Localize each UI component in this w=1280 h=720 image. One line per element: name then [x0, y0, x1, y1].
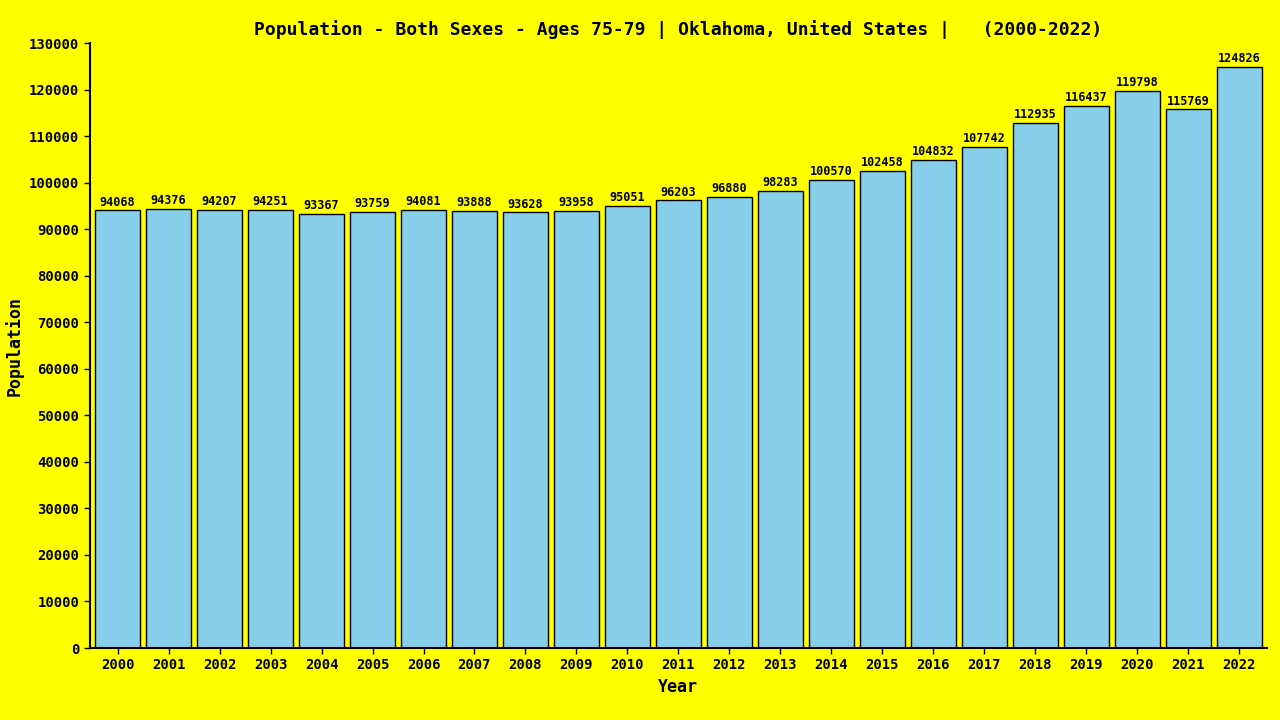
Text: 124826: 124826	[1217, 53, 1261, 66]
Text: 98283: 98283	[763, 176, 799, 189]
Text: 93628: 93628	[508, 197, 543, 210]
Bar	[452, 211, 497, 648]
Bar	[1064, 107, 1108, 648]
Bar	[1166, 109, 1211, 648]
Text: 94376: 94376	[151, 194, 187, 207]
Text: 119798: 119798	[1116, 76, 1158, 89]
Bar	[961, 147, 1006, 648]
X-axis label: Year: Year	[658, 678, 699, 696]
Text: 112935: 112935	[1014, 108, 1056, 121]
Bar	[1217, 67, 1262, 648]
Bar	[1115, 91, 1160, 648]
Bar	[655, 200, 701, 648]
Bar	[911, 161, 956, 648]
Bar	[146, 209, 191, 648]
Bar	[809, 180, 854, 648]
Bar	[248, 210, 293, 648]
Y-axis label: Population: Population	[4, 296, 23, 395]
Bar	[860, 171, 905, 648]
Bar	[1012, 122, 1057, 648]
Text: 96880: 96880	[712, 182, 748, 195]
Text: 93888: 93888	[457, 197, 493, 210]
Bar	[554, 211, 599, 648]
Text: 93367: 93367	[303, 199, 339, 212]
Text: 95051: 95051	[609, 191, 645, 204]
Title: Population - Both Sexes - Ages 75-79 | Oklahoma, United States |   (2000-2022): Population - Both Sexes - Ages 75-79 | O…	[255, 20, 1102, 39]
Bar	[605, 206, 650, 648]
Bar	[351, 212, 396, 648]
Bar	[758, 191, 803, 648]
Bar	[503, 212, 548, 648]
Text: 94207: 94207	[202, 195, 237, 208]
Text: 94081: 94081	[406, 195, 442, 209]
Text: 94251: 94251	[252, 194, 288, 207]
Bar	[401, 210, 445, 648]
Text: 115769: 115769	[1167, 94, 1210, 107]
Text: 100570: 100570	[810, 166, 852, 179]
Bar	[300, 214, 344, 648]
Bar	[197, 210, 242, 648]
Text: 116437: 116437	[1065, 91, 1107, 104]
Text: 93759: 93759	[355, 197, 390, 210]
Text: 102458: 102458	[861, 156, 904, 169]
Text: 104832: 104832	[911, 145, 955, 158]
Text: 96203: 96203	[660, 186, 696, 199]
Text: 94068: 94068	[100, 196, 136, 209]
Bar	[707, 197, 751, 648]
Bar	[95, 210, 140, 648]
Text: 107742: 107742	[963, 132, 1006, 145]
Text: 93958: 93958	[558, 196, 594, 209]
